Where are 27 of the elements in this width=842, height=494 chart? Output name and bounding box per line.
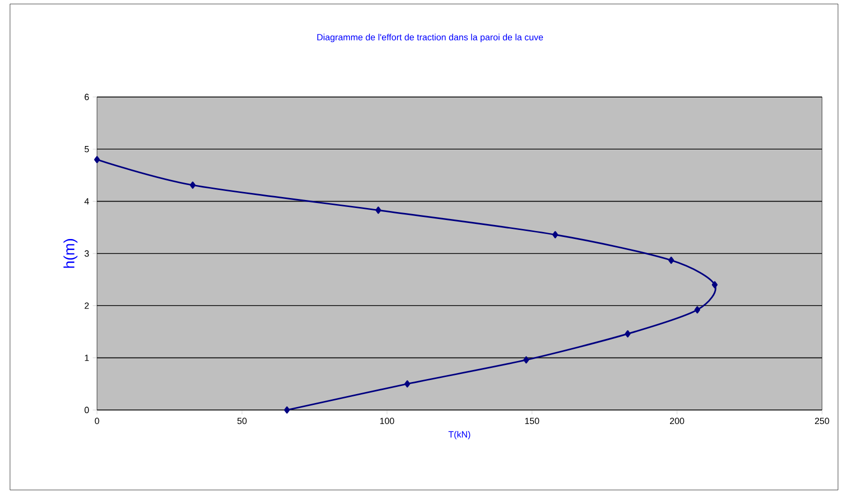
y-tick-label: 5: [84, 146, 89, 152]
x-tick-label: 250: [814, 418, 830, 424]
point: [668, 256, 674, 264]
x-tick-label: 50: [237, 418, 247, 424]
x-axis-title: T(kN): [448, 430, 470, 440]
point: [404, 380, 410, 388]
point: [190, 182, 196, 189]
point: [624, 330, 631, 338]
y-tick-label: 0: [84, 406, 89, 414]
y-axis-title: h(m): [63, 239, 78, 268]
point: [94, 156, 100, 164]
y-tick-label: 6: [84, 94, 89, 100]
point: [552, 231, 558, 238]
point: [375, 206, 382, 214]
y-tick-label: 1: [84, 354, 89, 361]
y-tick-label: 2: [84, 302, 89, 309]
x-tick-label: 150: [525, 418, 540, 424]
x-tick-label: 0: [94, 418, 100, 424]
point: [523, 356, 530, 364]
x-tick-label: 200: [670, 418, 684, 424]
y-tick-label: 4: [84, 198, 89, 204]
point: [712, 281, 718, 288]
point: [284, 406, 290, 414]
y-tick-label: 3: [84, 250, 89, 257]
point: [694, 306, 700, 314]
chart-title: Diagramme de l'effort de traction dans la paroi de la cuve: [317, 34, 543, 42]
x-tick-label: 100: [380, 418, 394, 424]
